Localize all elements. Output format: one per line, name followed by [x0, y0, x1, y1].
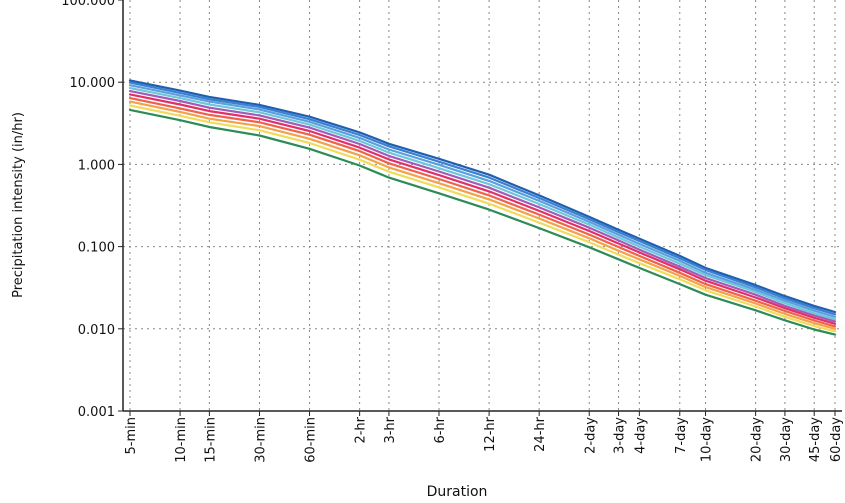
x-tick-labels: 5-min 10-min 15-min 30-min 60-min 2-hr 3-hr 6-h… [124, 411, 844, 463]
series-line-4 [128, 86, 837, 321]
plot-area [123, 0, 842, 411]
x-tick-label: 7-day [674, 417, 689, 454]
x-tick-label: 60-min [304, 417, 319, 463]
x-tick-label: 30-min [254, 417, 269, 463]
series-lines [128, 79, 837, 336]
x-axis-label: Duration [427, 484, 488, 500]
x-tick-label: 12-hr [483, 416, 498, 451]
series-line-6 [128, 93, 837, 325]
series-line-9 [128, 104, 837, 333]
series-line-5 [128, 89, 837, 323]
series-line-1 [128, 79, 837, 314]
y-tick-label: 10.000 [70, 76, 116, 91]
y-axis-label: Precipitation intensity (in/hr) [11, 112, 26, 298]
series-line-2 [128, 81, 837, 316]
grid [123, 0, 842, 411]
x-tick-label: 3-hr [383, 416, 398, 443]
x-tick-label: 45-day [808, 417, 823, 462]
series-line-7 [128, 96, 837, 328]
x-tick-label: 24-hr [533, 416, 548, 451]
x-tick-label: 60-day [829, 417, 844, 462]
x-tick-label: 4-day [633, 417, 648, 454]
series-line-3 [128, 84, 837, 318]
x-tick-label: 3-day [613, 417, 628, 454]
x-tick-label: 15-min [203, 417, 218, 463]
y-tick-labels: 0.001 0.010 0.100 1.000 10.000 100.000 [61, 0, 123, 420]
y-tick-label: 0.010 [78, 323, 115, 338]
y-tick-label: 1.000 [78, 158, 115, 173]
x-tick-label: 2-day [583, 417, 598, 454]
x-tick-label: 30-day [779, 417, 794, 462]
x-tick-label: 20-day [750, 417, 765, 462]
y-tick-label: 0.001 [78, 405, 115, 420]
x-tick-label: 6-hr [433, 416, 448, 443]
y-tick-label: 100.000 [61, 0, 115, 9]
series-line-10 [128, 108, 837, 336]
axes [122, 0, 842, 412]
x-tick-label: 10-min [174, 417, 189, 463]
series-line-8 [128, 100, 837, 330]
x-tick-label: 10-day [700, 417, 715, 462]
y-tick-label: 0.100 [78, 241, 115, 256]
x-tick-label: 2-hr [354, 416, 369, 443]
x-tick-label: 5-min [124, 417, 139, 454]
